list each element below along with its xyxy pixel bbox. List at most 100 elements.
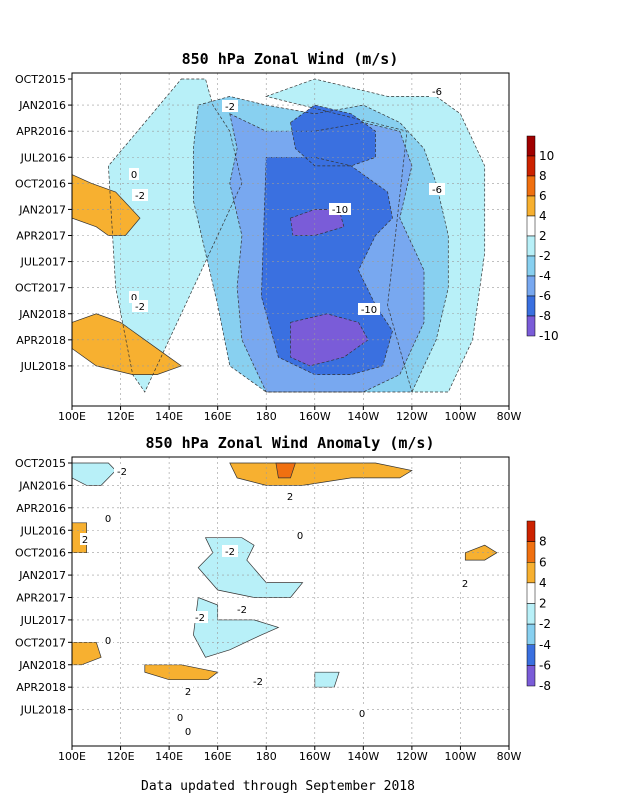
x-tick-label: 180 xyxy=(256,410,277,423)
grid-1 xyxy=(72,73,509,406)
x-tick-label: 100E xyxy=(58,410,86,423)
contour-region xyxy=(314,672,340,688)
x-tick-label: 160W xyxy=(299,750,331,763)
contour-label-bg xyxy=(114,465,130,477)
chart-title-1: 850 hPa Zonal Wind (m/s) xyxy=(182,50,399,68)
contour-label: 2 xyxy=(287,492,293,503)
contour-line xyxy=(71,313,183,375)
contour-region xyxy=(290,209,344,236)
contour-label-bg xyxy=(222,100,238,112)
y-tick-label: OCT2017 xyxy=(15,636,66,649)
contour-label: 2 xyxy=(82,535,88,546)
contour-region xyxy=(72,642,102,665)
contour-region xyxy=(144,664,218,680)
colorbar-swatch xyxy=(526,582,536,604)
colorbar-label: -6 xyxy=(539,289,551,303)
y-tick-label: JAN2017 xyxy=(18,569,66,582)
colorbar-label: -4 xyxy=(539,638,551,652)
x-tick-label: 120W xyxy=(396,750,428,763)
colorbar-swatch xyxy=(526,541,536,563)
contour-region xyxy=(465,545,497,561)
y-tick-label: APR2016 xyxy=(16,125,66,138)
colorbar-swatch xyxy=(526,644,536,666)
contour-label-bg xyxy=(183,685,193,697)
contour-label-bg xyxy=(358,303,380,315)
contour-label-bg xyxy=(132,189,148,201)
contour-label-bg xyxy=(329,203,351,215)
contour-label: -2 xyxy=(225,102,235,113)
colorbar-label: -10 xyxy=(539,329,559,343)
y-tick-label: JUL2017 xyxy=(20,256,66,269)
colorbar-label: 6 xyxy=(539,189,547,203)
contour-label-bg xyxy=(80,533,90,545)
colorbar-label: 8 xyxy=(539,535,547,549)
contour-label-bg xyxy=(132,300,148,312)
contour-label: -2 xyxy=(237,605,247,616)
contour-label: -2 xyxy=(135,191,145,202)
colorbar-swatch xyxy=(526,155,536,177)
plot-frame-1 xyxy=(71,72,510,407)
contour-label: 0 xyxy=(297,531,303,542)
contour-label: -10 xyxy=(361,305,377,316)
x-tick-label: 140E xyxy=(155,410,183,423)
contour-label: -2 xyxy=(135,302,145,313)
colorbar-swatch xyxy=(526,235,536,257)
x-tick-label: 180 xyxy=(256,750,277,763)
y-tick-label: JAN2018 xyxy=(18,659,66,672)
y-tick-label: JAN2018 xyxy=(18,308,66,321)
colorbar-label: 8 xyxy=(539,169,547,183)
x-tick-label: 120E xyxy=(107,410,135,423)
contour-line xyxy=(290,104,376,167)
colorbar-label: -2 xyxy=(539,617,551,631)
contour-line xyxy=(464,544,498,561)
contour-labels-1: -6-6-10-10-20-20-2 xyxy=(129,85,445,316)
contour-label-bg xyxy=(103,634,113,646)
colorbar-label: -8 xyxy=(539,679,551,693)
plot-frame-2 xyxy=(71,456,510,747)
y-tick-label: OCT2016 xyxy=(15,547,66,560)
x-tick-label: 160E xyxy=(204,410,232,423)
contour-region xyxy=(198,537,303,598)
colorbar-swatch xyxy=(526,562,536,584)
contour-label: -6 xyxy=(432,185,442,196)
contour-label-bg xyxy=(175,711,185,723)
y-tick-label: APR2016 xyxy=(16,502,66,515)
contour-label: 0 xyxy=(105,636,111,647)
colorbar-label: 2 xyxy=(539,597,547,611)
y-tick-label: JAN2017 xyxy=(18,203,66,216)
chart-title-2: 850 hPa Zonal Wind Anomaly (m/s) xyxy=(146,434,435,452)
x-tick-label: 160E xyxy=(204,750,232,763)
colorbar-1: 10 8 6 4 2 -2 -4 -6 -8 -10 xyxy=(526,135,559,343)
contour-region xyxy=(275,463,296,478)
x-tick-labels-2: 100E 120E 140E 160E 180 160W 140W 120W 100W 80W xyxy=(58,746,522,763)
contour-label: -2 xyxy=(225,547,235,558)
contour-region xyxy=(261,157,393,375)
colorbar-swatch xyxy=(526,275,536,297)
x-tick-label: 120W xyxy=(396,410,428,423)
contour-label: -2 xyxy=(195,613,205,624)
y-tick-label: JAN2016 xyxy=(18,99,66,112)
x-tick-label: 100E xyxy=(58,750,86,763)
colorbar-2: 8 6 4 2 -2 -4 -6 -8 xyxy=(526,520,551,693)
x-tick-label: 140W xyxy=(347,410,379,423)
colorbar-swatch xyxy=(526,623,536,645)
y-tick-label: OCT2017 xyxy=(15,282,66,295)
contour-label-bg xyxy=(250,675,266,687)
colorbar-swatch xyxy=(526,135,536,157)
contour-label: -2 xyxy=(117,467,127,478)
y-tick-label: JUL2018 xyxy=(20,704,66,717)
y-tick-label: APR2018 xyxy=(16,681,66,694)
contour-label: -10 xyxy=(332,205,348,216)
contour-label: 0 xyxy=(131,170,137,181)
colorbar-swatch xyxy=(526,195,536,217)
y-tick-label: OCT2015 xyxy=(15,457,66,470)
contour-label: 0 xyxy=(105,514,111,525)
contour-region xyxy=(72,463,116,486)
colorbar-swatch xyxy=(526,520,536,542)
colorbar-swatch xyxy=(526,255,536,277)
contour-label: 2 xyxy=(185,687,191,698)
contour-label-bg xyxy=(429,85,445,97)
colorbar-label: 6 xyxy=(539,555,547,569)
y-tick-label: APR2017 xyxy=(16,592,66,605)
